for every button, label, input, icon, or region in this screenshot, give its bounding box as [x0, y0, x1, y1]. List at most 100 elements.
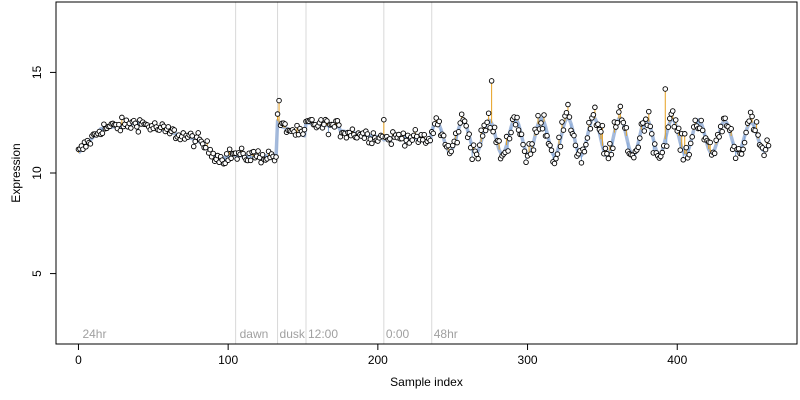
- data-point: [764, 137, 770, 143]
- data-point: [599, 122, 606, 129]
- data-point: [614, 120, 621, 126]
- data-point: [548, 147, 555, 153]
- data-point: [544, 133, 550, 139]
- data-point: [635, 144, 642, 151]
- data-point: [659, 149, 666, 156]
- x-tick-label: 400: [667, 353, 687, 367]
- data-point: [547, 142, 553, 149]
- data-point: [717, 123, 724, 130]
- phase-label: dawn: [240, 327, 269, 341]
- data-point: [433, 115, 439, 121]
- data-point: [461, 118, 468, 124]
- data-point: [515, 127, 522, 133]
- data-point: [476, 142, 483, 148]
- phase-label: dusk: [280, 327, 306, 341]
- data-point: [128, 125, 134, 131]
- data-point: [605, 155, 612, 162]
- data-point: [309, 116, 315, 123]
- y-tick-label: 5: [30, 270, 44, 277]
- data-point: [520, 141, 526, 148]
- data-point: [234, 156, 240, 162]
- data-point: [202, 144, 209, 151]
- data-point: [565, 101, 571, 108]
- data-point: [687, 140, 694, 147]
- data-point: [469, 156, 475, 163]
- data-point: [321, 121, 327, 128]
- data-point: [518, 131, 525, 138]
- data-point: [647, 123, 654, 130]
- data-point: [554, 151, 561, 157]
- data-point: [755, 132, 761, 138]
- data-point: [412, 127, 419, 133]
- data-point: [324, 118, 330, 124]
- x-tick-label: 100: [218, 353, 238, 367]
- data-point: [505, 148, 511, 154]
- data-point: [566, 114, 573, 120]
- data-point: [529, 141, 535, 147]
- x-axis: 0 100 200 300 400: [75, 344, 688, 367]
- data-point: [488, 78, 495, 84]
- x-tick-label: 300: [518, 353, 538, 367]
- y-axis-title: Expression: [9, 143, 23, 202]
- data-point: [741, 139, 748, 146]
- data-point: [535, 112, 541, 119]
- data-point: [521, 148, 528, 155]
- data-point: [135, 129, 142, 135]
- data-point: [259, 151, 266, 158]
- data-point: [255, 148, 261, 154]
- y-tick-label: 15: [30, 65, 44, 79]
- data-point: [607, 140, 613, 147]
- data-point: [578, 160, 585, 166]
- data-points: [75, 78, 772, 167]
- data-point: [749, 113, 755, 120]
- data-point: [387, 136, 393, 142]
- data-point: [563, 109, 570, 116]
- data-point: [616, 109, 622, 115]
- data-point: [583, 141, 589, 148]
- data-point: [364, 131, 371, 137]
- data-point: [473, 151, 480, 158]
- data-point: [541, 112, 547, 118]
- data-point: [586, 119, 592, 126]
- data-point: [301, 126, 308, 133]
- data-point: [445, 142, 451, 149]
- data-point: [602, 145, 609, 152]
- phase-label: 12:00: [308, 327, 338, 341]
- data-point: [226, 146, 233, 152]
- data-point: [649, 131, 655, 137]
- data-point: [670, 108, 676, 114]
- data-point: [195, 130, 201, 136]
- data-point: [190, 143, 197, 150]
- data-point: [388, 141, 395, 147]
- y-tick-label: 10: [30, 166, 44, 180]
- data-point: [228, 155, 234, 162]
- data-point: [99, 130, 106, 137]
- data-point: [349, 126, 356, 132]
- data-point: [538, 120, 544, 126]
- data-point: [716, 134, 722, 140]
- plot-frame: [55, 1, 798, 345]
- data-point: [325, 131, 332, 138]
- data-point: [640, 120, 646, 126]
- data-point: [430, 130, 436, 137]
- data-point: [331, 124, 338, 130]
- data-point: [482, 127, 489, 134]
- data-point: [677, 147, 683, 153]
- data-point: [409, 137, 416, 143]
- data-point: [508, 129, 514, 136]
- data-point: [414, 133, 420, 140]
- data-point: [479, 133, 486, 139]
- data-point: [713, 137, 719, 143]
- data-point: [491, 124, 498, 131]
- data-point: [207, 146, 213, 153]
- data-point: [204, 138, 210, 144]
- data-point: [553, 155, 559, 162]
- data-point: [662, 86, 669, 92]
- data-point: [675, 125, 682, 132]
- data-point: [116, 121, 122, 128]
- x-tick-label: 0: [75, 353, 82, 367]
- data-point: [247, 157, 254, 164]
- data-point: [707, 139, 713, 146]
- data-point: [119, 114, 125, 121]
